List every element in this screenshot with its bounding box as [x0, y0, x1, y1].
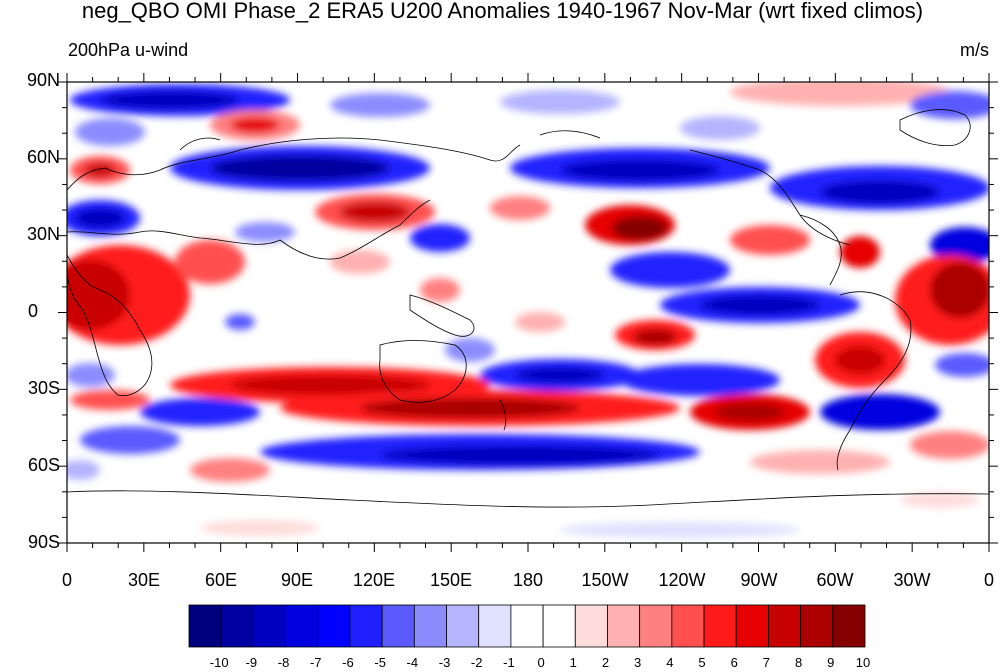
lon-label: 90E: [280, 570, 314, 590]
colorbar-swatch: [188, 604, 222, 648]
lon-label: 150W: [581, 570, 629, 590]
colorbar-label: -5: [374, 655, 386, 670]
colorbar-swatch: [317, 604, 351, 648]
coastlines: [67, 109, 989, 508]
lat-label: 30S: [27, 378, 60, 398]
colorbar-swatch: [413, 604, 447, 648]
colorbar-swatch: [478, 604, 512, 648]
colorbar-swatch: [446, 604, 480, 648]
axis-ticks: [58, 73, 998, 552]
colorbar-swatch: [703, 604, 737, 648]
colorbar-swatch: [574, 604, 608, 648]
anomaly-field: [67, 82, 989, 538]
colorbar-label: -10: [209, 655, 229, 670]
colorbar-swatch: [800, 604, 834, 648]
colorbar-label: 2: [601, 655, 610, 670]
lon-label: 60W: [816, 570, 854, 590]
lon-label: 120E: [352, 570, 396, 590]
lat-label: 60N: [26, 147, 60, 167]
lat-label: 30N: [26, 224, 60, 244]
colorbar-swatch: [542, 604, 576, 648]
lon-label: 60E: [204, 570, 238, 590]
colorbar-label: -4: [406, 655, 419, 670]
colorbar-label: 10: [855, 655, 871, 670]
colorbar-swatch: [768, 604, 802, 648]
colorbar-label: 3: [634, 655, 642, 670]
colorbar-label: 5: [698, 655, 706, 670]
colorbar-swatch: [832, 604, 866, 648]
lat-label: 90S: [27, 532, 60, 552]
lon-label: 0: [983, 570, 994, 590]
colorbar-swatch: [220, 604, 254, 648]
colorbar-swatch: [285, 604, 319, 648]
colorbar-label: -7: [309, 655, 322, 670]
colorbar: [188, 604, 866, 648]
colorbar-swatch: [607, 604, 641, 648]
colorbar-swatch: [252, 604, 286, 648]
colorbar-swatch: [349, 604, 383, 648]
lon-label: 90W: [740, 570, 778, 590]
chart-title: neg_QBO OMI Phase_2 ERA5 U200 Anomalies …: [81, 0, 924, 23]
colorbar-swatch: [510, 604, 544, 648]
lon-label: 30W: [893, 570, 931, 590]
colorbar-label: -6: [342, 655, 354, 670]
colorbar-label: 8: [794, 655, 803, 670]
colorbar-label: -9: [245, 655, 258, 670]
colorbar-label: -3: [438, 655, 451, 670]
colorbar-swatch: [671, 604, 705, 648]
colorbar-label: 0: [537, 655, 545, 670]
lat-label: 0: [27, 301, 38, 321]
colorbar-label: -1: [503, 655, 515, 670]
colorbar-label: -8: [277, 655, 290, 670]
colorbar-label: 7: [762, 655, 771, 670]
colorbar-label: 4: [666, 655, 674, 670]
lon-label: 180: [512, 570, 544, 590]
lon-label: 30E: [127, 570, 161, 590]
colorbar-label: 6: [730, 655, 738, 670]
lon-label: 0: [61, 570, 72, 590]
lat-label: 90N: [26, 70, 60, 90]
colorbar-label: 9: [827, 655, 835, 670]
colorbar-label: 1: [569, 655, 577, 670]
colorbar-label: -2: [470, 655, 483, 670]
lon-label: 150E: [429, 570, 473, 590]
colorbar-swatch: [735, 604, 769, 648]
lon-label: 120W: [658, 570, 706, 590]
colorbar-swatch: [381, 604, 415, 648]
units-label: m/s: [960, 40, 989, 60]
colorbar-swatch: [639, 604, 673, 648]
lat-label: 60S: [27, 455, 60, 475]
variable-label: 200hPa u-wind: [68, 40, 189, 60]
